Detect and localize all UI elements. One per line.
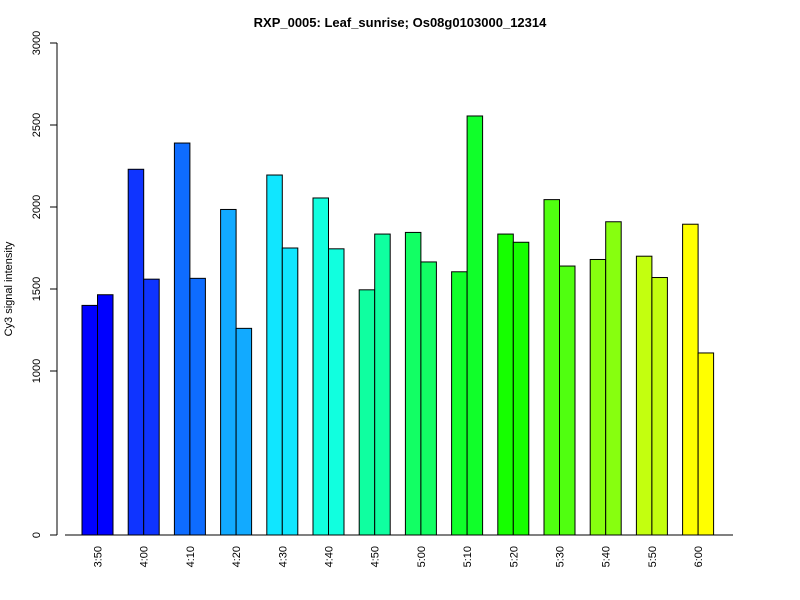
chart-title: RXP_0005: Leaf_sunrise; Os08g0103000_123…: [254, 15, 547, 30]
bar-500-1: [404, 231, 422, 536]
bar-530-1: [543, 199, 560, 536]
bar-410-2: [189, 277, 206, 536]
x-tick-label: 5:40: [601, 546, 613, 567]
bar-540-2: [605, 221, 622, 536]
x-tick-label: 5:50: [647, 546, 659, 567]
x-axis: 3:50 4:00 4:10 4:20 4:30 4:40 4:50 5:00 5:10 5:20…: [65, 534, 733, 567]
bar-440-2: [328, 248, 345, 536]
x-tick-label: 4:30: [277, 546, 289, 567]
bar-520-1: [497, 233, 514, 536]
bar-520-2: [512, 241, 530, 536]
x-tick-label: 3:50: [93, 546, 105, 567]
bar-540-1: [589, 258, 607, 536]
bar-600-2: [697, 352, 715, 536]
y-tick-label: 2000: [31, 195, 43, 219]
bar-430-2: [281, 247, 299, 536]
bars-group: [81, 115, 715, 536]
y-tick-label: 1500: [31, 277, 43, 301]
bar-350-1: [81, 304, 98, 536]
y-tick-label: 3000: [31, 31, 43, 55]
bar-550-2: [651, 277, 668, 536]
bar-420-2: [235, 327, 253, 536]
bar-410-1: [173, 142, 191, 536]
y-tick-label: 2500: [31, 113, 43, 137]
x-tick-label: 4:00: [139, 546, 151, 567]
x-tick-label: 5:30: [555, 546, 567, 567]
y-tick-label: 0: [31, 532, 43, 538]
x-tick-label: 4:40: [324, 546, 336, 567]
x-tick-label: 5:20: [508, 546, 520, 567]
x-tick-label: 5:10: [462, 546, 474, 567]
x-tick-label: 4:10: [185, 546, 197, 567]
bar-450-2: [374, 233, 391, 536]
y-tick-label: 1000: [31, 359, 43, 383]
bar-510-2: [466, 115, 484, 536]
x-tick-label: 4:20: [231, 546, 243, 567]
bar-600-1: [682, 223, 699, 536]
bar-510-1: [451, 271, 468, 536]
y-axis-title: Cy3 signal intensity: [3, 241, 15, 336]
bar-500-2: [420, 261, 437, 536]
bar-430-1: [266, 174, 283, 536]
x-tick-label: 6:00: [693, 546, 705, 567]
x-tick-label: 4:50: [370, 546, 382, 567]
bar-550-1: [635, 255, 653, 536]
bar-400-2: [143, 278, 160, 536]
y-axis: 0 1000 1500 2000 2500 3000: [31, 31, 58, 538]
bar-350-2: [97, 294, 114, 536]
x-tick-label: 5:00: [416, 546, 428, 567]
bar-530-2: [559, 265, 576, 536]
bar-450-1: [358, 289, 376, 536]
bar-440-1: [312, 197, 329, 536]
bar-400-1: [127, 168, 145, 536]
bar-420-1: [220, 208, 237, 536]
